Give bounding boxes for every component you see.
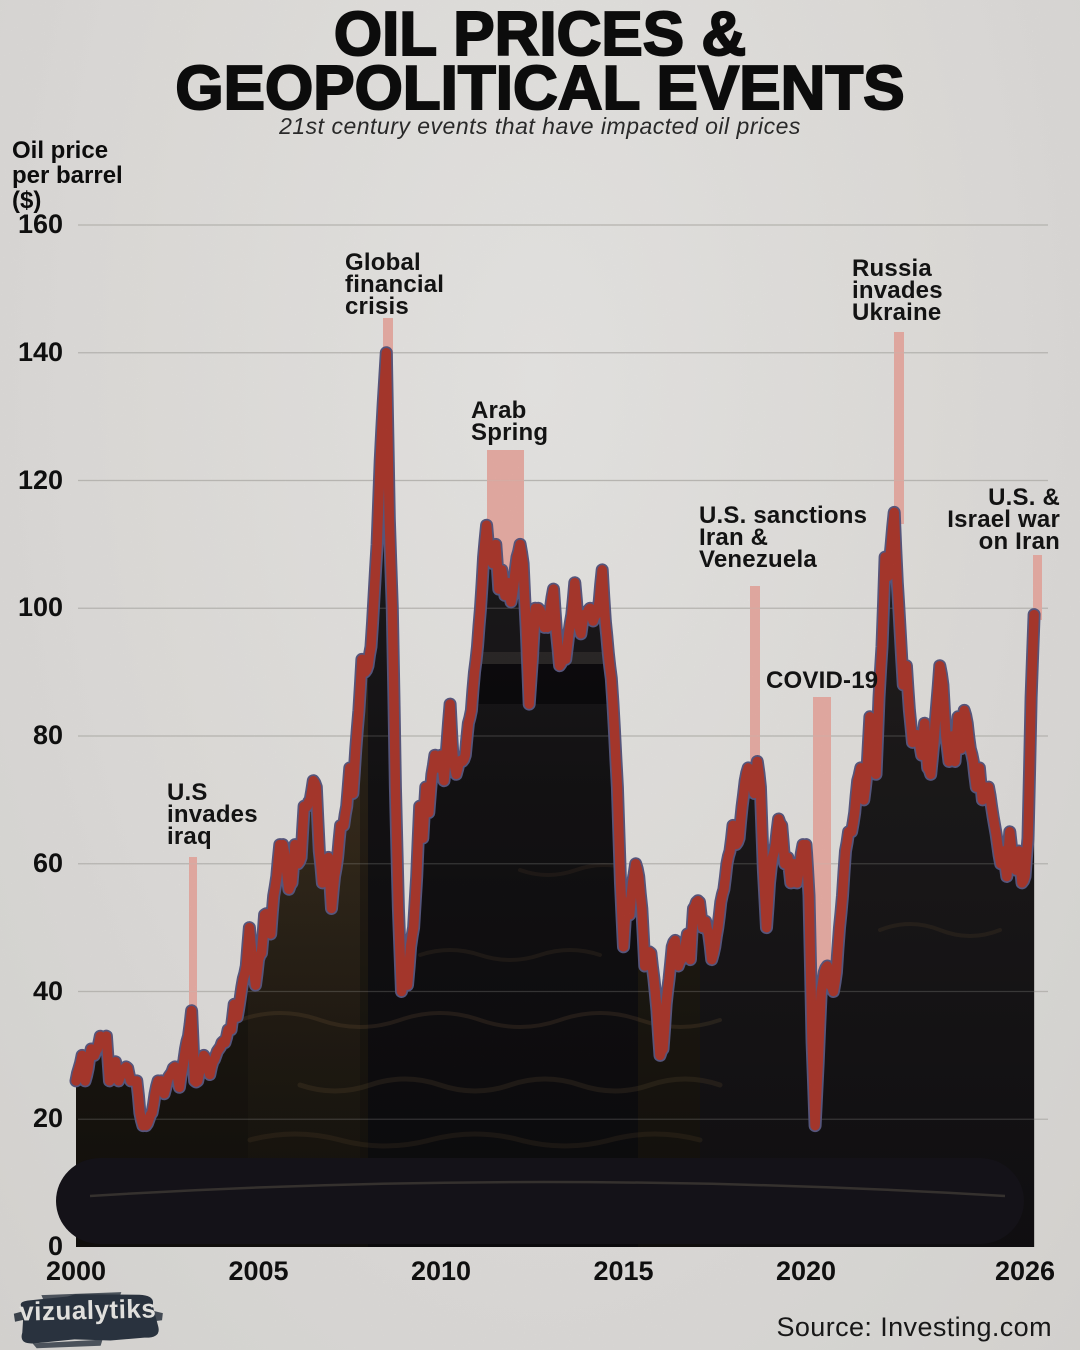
y-axis-title-line1: Oil price [12,137,109,164]
y-tick-100: 100 [17,592,63,623]
title-line-2: GEOPOLITICAL EVENTS [174,54,905,123]
x-tick-2000: 2000 [45,1256,107,1286]
source-credit: Source: Investing.com [776,1312,1052,1342]
annotation-sanctions: U.S. sanctions Iran & Venezuela [699,502,868,573]
vizualytiks-logo: vizualytiks [11,1290,164,1350]
y-axis-title: Oil price per barrel ($) [12,138,123,213]
x-tick-2020: 2020 [775,1256,837,1286]
logo-text: vizualytiks [18,1293,157,1327]
y-tick-140: 140 [17,336,63,367]
annotation-iraq: U.S invades iraq [167,779,258,850]
y-tick-160: 160 [17,209,63,239]
event-band-russia [894,332,904,524]
page-title: OIL PRICES & GEOPOLITICAL EVENTS [0,3,1080,123]
annotation-covid: COVID-19 [766,667,879,694]
x-tick-2010: 2010 [410,1256,472,1286]
x-tick-2015: 2015 [593,1256,654,1286]
y-tick-120: 120 [17,464,63,495]
x-tick-2005: 2005 [228,1256,289,1286]
event-band-iraq [189,857,197,1014]
page-subtitle: 21st century events that have impacted o… [279,113,801,139]
annotation-iran-war: U.S. & Israel war on Iran [947,484,1060,555]
y-tick-60: 60 [32,847,63,878]
y-axis-title-line2: per barrel [12,162,123,189]
annotation-russia: Russia invades Ukraine [852,255,943,326]
y-tick-20: 20 [32,1103,63,1134]
annotation-gfc: Global financial crisis [345,249,445,320]
annotation-arab-spring: Arab Spring [471,397,549,446]
y-tick-80: 80 [32,720,63,750]
y-tick-40: 40 [32,975,63,1006]
x-tick-2026: 2026 [994,1256,1056,1286]
